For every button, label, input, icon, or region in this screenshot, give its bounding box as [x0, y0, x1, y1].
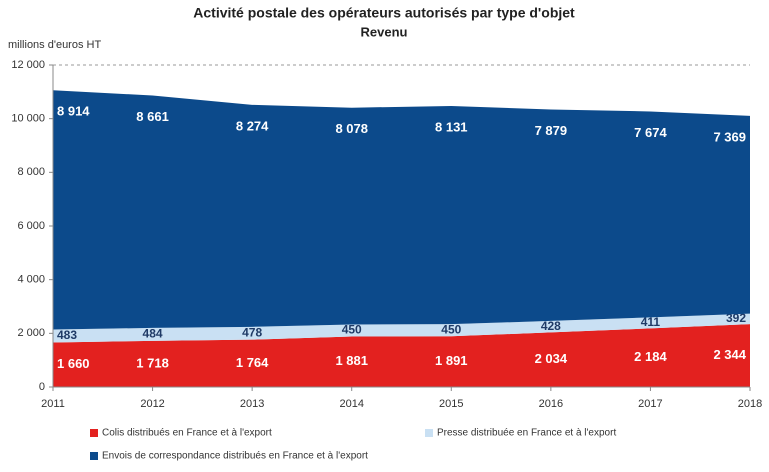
chart-subtitle: Revenu — [361, 24, 408, 39]
data-label: 8 078 — [335, 121, 368, 136]
y-tick-label: 0 — [39, 381, 45, 393]
data-label: 478 — [242, 325, 262, 339]
data-label: 411 — [641, 315, 661, 329]
x-tick-label: 2012 — [140, 398, 164, 410]
data-label: 484 — [143, 327, 163, 341]
y-tick-label: 2 000 — [17, 327, 45, 339]
area — [53, 324, 750, 387]
data-label: 2 034 — [535, 351, 568, 366]
y-tick-label: 8 000 — [17, 166, 45, 178]
data-label: 7 879 — [535, 123, 568, 138]
x-tick-label: 2011 — [41, 398, 65, 410]
y-tick-label: 10 000 — [11, 113, 45, 125]
data-label: 450 — [342, 323, 362, 337]
legend-swatch — [425, 429, 433, 437]
x-tick-label: 2016 — [539, 398, 563, 410]
data-label: 8 914 — [57, 104, 90, 119]
y-axis-label: millions d'euros HT — [8, 39, 101, 51]
data-label: 1 891 — [435, 353, 468, 368]
legend-label: Envois de correspondance distribués en F… — [102, 451, 368, 462]
data-label: 450 — [441, 322, 461, 336]
data-label: 1 881 — [335, 353, 368, 368]
area — [53, 90, 750, 330]
data-label: 2 344 — [713, 347, 746, 362]
data-label: 8 274 — [236, 118, 269, 133]
y-tick-label: 6 000 — [17, 220, 45, 232]
x-tick-label: 2014 — [339, 398, 363, 410]
data-label: 7 674 — [634, 125, 667, 140]
data-label: 8 131 — [435, 119, 468, 134]
x-tick-label: 2015 — [439, 398, 463, 410]
legend-label: Colis distribués en France et à l'export — [102, 428, 272, 439]
x-tick-label: 2013 — [240, 398, 264, 410]
y-tick-label: 12 000 — [11, 59, 45, 71]
data-label: 7 369 — [713, 129, 746, 144]
y-tick-label: 4 000 — [17, 274, 45, 286]
data-label: 8 661 — [136, 109, 169, 124]
legend-swatch — [90, 452, 98, 460]
data-label: 483 — [57, 328, 77, 342]
data-label: 1 764 — [236, 355, 269, 370]
legend-label: Presse distribuée en France et à l'expor… — [437, 428, 616, 439]
data-label: 1 660 — [57, 356, 90, 371]
area — [53, 313, 750, 343]
x-tick-label: 2018 — [738, 398, 762, 410]
chart-title: Activité postale des opérateurs autorisé… — [193, 5, 575, 21]
data-label: 428 — [541, 319, 561, 333]
data-label: 1 718 — [136, 355, 169, 370]
data-label: 2 184 — [634, 349, 667, 364]
x-tick-label: 2017 — [638, 398, 662, 410]
data-label: 392 — [726, 311, 746, 325]
legend-swatch — [90, 429, 98, 437]
